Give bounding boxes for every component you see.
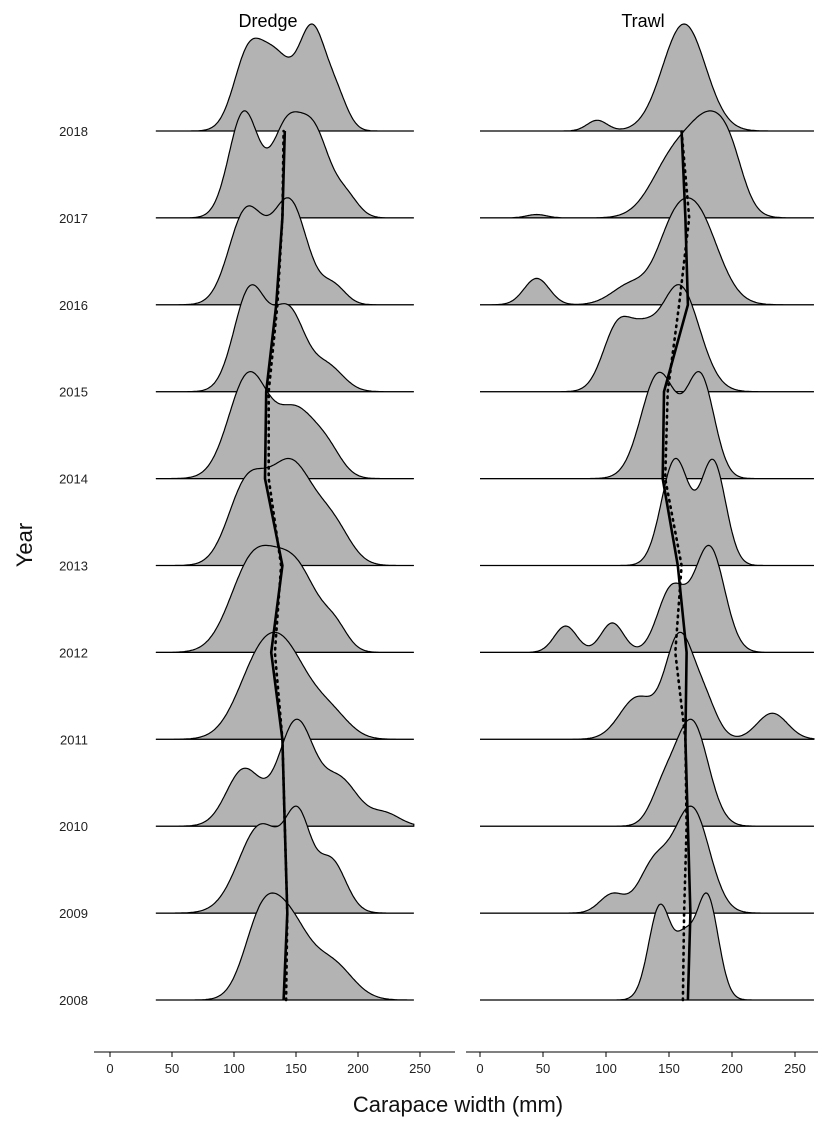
x-axis-title: Carapace width (mm)	[353, 1092, 563, 1117]
y-axis-title: Year	[12, 523, 37, 567]
x-tick-label: 150	[658, 1061, 680, 1076]
panel-title-trawl: Trawl	[621, 11, 664, 31]
year-label-2009: 2009	[59, 906, 88, 921]
x-tick-label: 250	[409, 1061, 431, 1076]
median-line-trawl	[661, 130, 692, 1001]
x-tick-label: 50	[536, 1061, 550, 1076]
x-tick-label: 150	[285, 1061, 307, 1076]
year-labels: 2008 2009 2010 2011 2012 2013 2014 2015 2016 2017…	[59, 124, 88, 1008]
year-label-2011: 2011	[60, 732, 88, 747]
year-label-2010: 2010	[59, 819, 88, 834]
x-axis-trawl: 0 50 100 150 200 250	[466, 1051, 818, 1076]
ridge-trawl-2016	[480, 197, 814, 306]
x-tick-label: 250	[784, 1061, 806, 1076]
ridge-trawl-2017	[480, 110, 814, 219]
year-label-2018: 2018	[59, 124, 88, 139]
panel-dredge: Dredge	[155, 11, 415, 1002]
x-axis-dredge: 0 50 100 150 200 250	[94, 1051, 455, 1076]
x-tick-label: 0	[476, 1061, 483, 1076]
x-tick-label: 100	[595, 1061, 617, 1076]
mean-line-trawl	[663, 129, 691, 1002]
ridge-dredge-2012	[155, 544, 414, 653]
panel-trawl: Trawl	[480, 11, 815, 1002]
median-line-dredge	[263, 130, 289, 1001]
year-label-2013: 2013	[59, 559, 88, 574]
panels-layer: Dredge Trawl	[155, 11, 815, 1002]
panel-title-dredge: Dredge	[238, 11, 297, 31]
year-label-2014: 2014	[59, 472, 88, 487]
x-tick-label: 100	[223, 1061, 245, 1076]
x-tick-label: 200	[721, 1061, 743, 1076]
ridge-trawl-2018	[480, 23, 814, 132]
ridge-dredge-2010	[155, 718, 415, 827]
x-tick-label: 50	[165, 1061, 179, 1076]
x-tick-label: 0	[106, 1061, 113, 1076]
year-label-2016: 2016	[59, 298, 88, 313]
axes-layer: 0 50 100 150 200 250 0 50 100 150 200 2502008200920…	[59, 124, 818, 1076]
year-label-2008: 2008	[59, 993, 88, 1008]
year-label-2017: 2017	[59, 211, 88, 226]
ridge-dredge-2011	[155, 631, 414, 740]
ridge-dredge-2013	[155, 457, 414, 567]
ridge-dredge-2016	[155, 197, 414, 306]
year-label-2012: 2012	[59, 645, 88, 660]
year-label-2015: 2015	[59, 385, 88, 400]
ridge-dredge-2018	[155, 23, 414, 132]
x-tick-label: 200	[347, 1061, 369, 1076]
